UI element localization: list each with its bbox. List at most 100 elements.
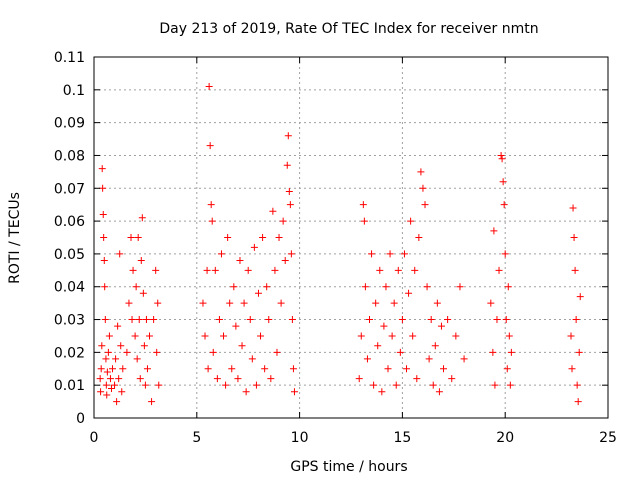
data-point <box>417 168 425 176</box>
data-point <box>155 381 163 389</box>
data-point <box>204 365 212 373</box>
data-point <box>380 322 388 330</box>
data-point <box>489 348 497 356</box>
data-point <box>142 316 150 324</box>
data-point <box>211 266 219 274</box>
data-point <box>140 342 148 350</box>
data-point <box>250 243 258 251</box>
data-point <box>99 184 107 192</box>
data-point <box>427 316 435 324</box>
data-point <box>113 398 121 406</box>
data-point <box>213 375 221 383</box>
data-point <box>226 299 234 307</box>
data-point <box>228 365 236 373</box>
data-point <box>254 289 262 297</box>
x-tick-label: 15 <box>393 430 411 446</box>
data-point <box>503 365 511 373</box>
data-point <box>98 342 106 350</box>
data-point <box>271 266 279 274</box>
plot-border <box>93 56 609 419</box>
data-point <box>491 381 499 389</box>
data-point <box>437 322 445 330</box>
data-point <box>269 207 277 215</box>
data-point <box>265 316 273 324</box>
data-point <box>100 234 108 241</box>
data-point <box>429 381 437 389</box>
data-point <box>96 375 104 383</box>
data-point <box>498 155 506 163</box>
data-point <box>573 381 581 389</box>
data-point <box>132 283 140 291</box>
y-tick-label: 0.03 <box>54 313 85 329</box>
data-point <box>125 299 133 307</box>
chart-title: Day 213 of 2019, Rate Of TEC Index for r… <box>159 21 538 37</box>
data-point <box>400 250 408 258</box>
data-point <box>230 283 238 291</box>
data-point <box>148 398 156 406</box>
y-tick-label: 0.09 <box>54 116 85 132</box>
data-point <box>127 234 135 241</box>
data-point <box>224 234 232 241</box>
data-point <box>403 365 411 373</box>
y-tick-label: 0.01 <box>54 378 85 394</box>
y-tick-label: 0 <box>76 411 85 427</box>
x-tick-label: 20 <box>496 430 514 446</box>
data-point <box>242 388 250 396</box>
data-point <box>205 83 213 91</box>
data-point <box>281 256 289 264</box>
data-point <box>572 316 580 324</box>
data-point <box>141 381 149 389</box>
data-point <box>501 250 509 258</box>
data-point <box>234 375 242 383</box>
data-point <box>386 250 394 258</box>
data-point <box>357 332 365 340</box>
data-point <box>102 381 110 389</box>
data-point <box>388 332 396 340</box>
data-point <box>232 322 240 330</box>
y-tick-label: 0.1 <box>63 83 85 99</box>
data-point <box>133 355 141 363</box>
data-point <box>102 355 110 363</box>
data-point <box>134 234 142 241</box>
data-point <box>112 355 120 363</box>
data-point <box>500 201 508 209</box>
x-axis-label: GPS time / hours <box>290 459 407 475</box>
data-point <box>360 217 368 225</box>
data-point <box>571 266 579 274</box>
data-point <box>283 161 291 169</box>
data-point <box>287 250 295 258</box>
data-point <box>433 299 441 307</box>
data-point <box>222 381 230 389</box>
data-point <box>423 283 431 291</box>
data-point <box>128 316 136 324</box>
data-point <box>421 201 429 209</box>
data-point <box>116 250 124 258</box>
data-point <box>286 201 294 209</box>
data-point <box>505 332 513 340</box>
data-point <box>146 332 154 340</box>
data-point <box>284 132 292 140</box>
data-point <box>129 266 137 274</box>
data-point <box>104 348 112 356</box>
data-point <box>396 348 404 356</box>
data-point <box>411 266 419 274</box>
data-point <box>275 234 283 241</box>
x-tick-label: 0 <box>90 430 99 446</box>
data-point <box>257 332 265 340</box>
data-point <box>368 250 376 258</box>
data-point <box>259 234 267 241</box>
data-point <box>394 266 402 274</box>
data-point <box>384 365 392 373</box>
data-point <box>407 217 415 225</box>
data-point <box>487 299 495 307</box>
data-point <box>107 384 115 392</box>
data-point <box>206 142 214 150</box>
data-point <box>359 201 367 209</box>
data-point <box>574 398 582 406</box>
data-point <box>376 266 384 274</box>
gridlines <box>94 57 608 418</box>
data-point <box>448 375 456 383</box>
data-point <box>431 342 439 350</box>
y-tick-label: 0.11 <box>54 50 85 66</box>
